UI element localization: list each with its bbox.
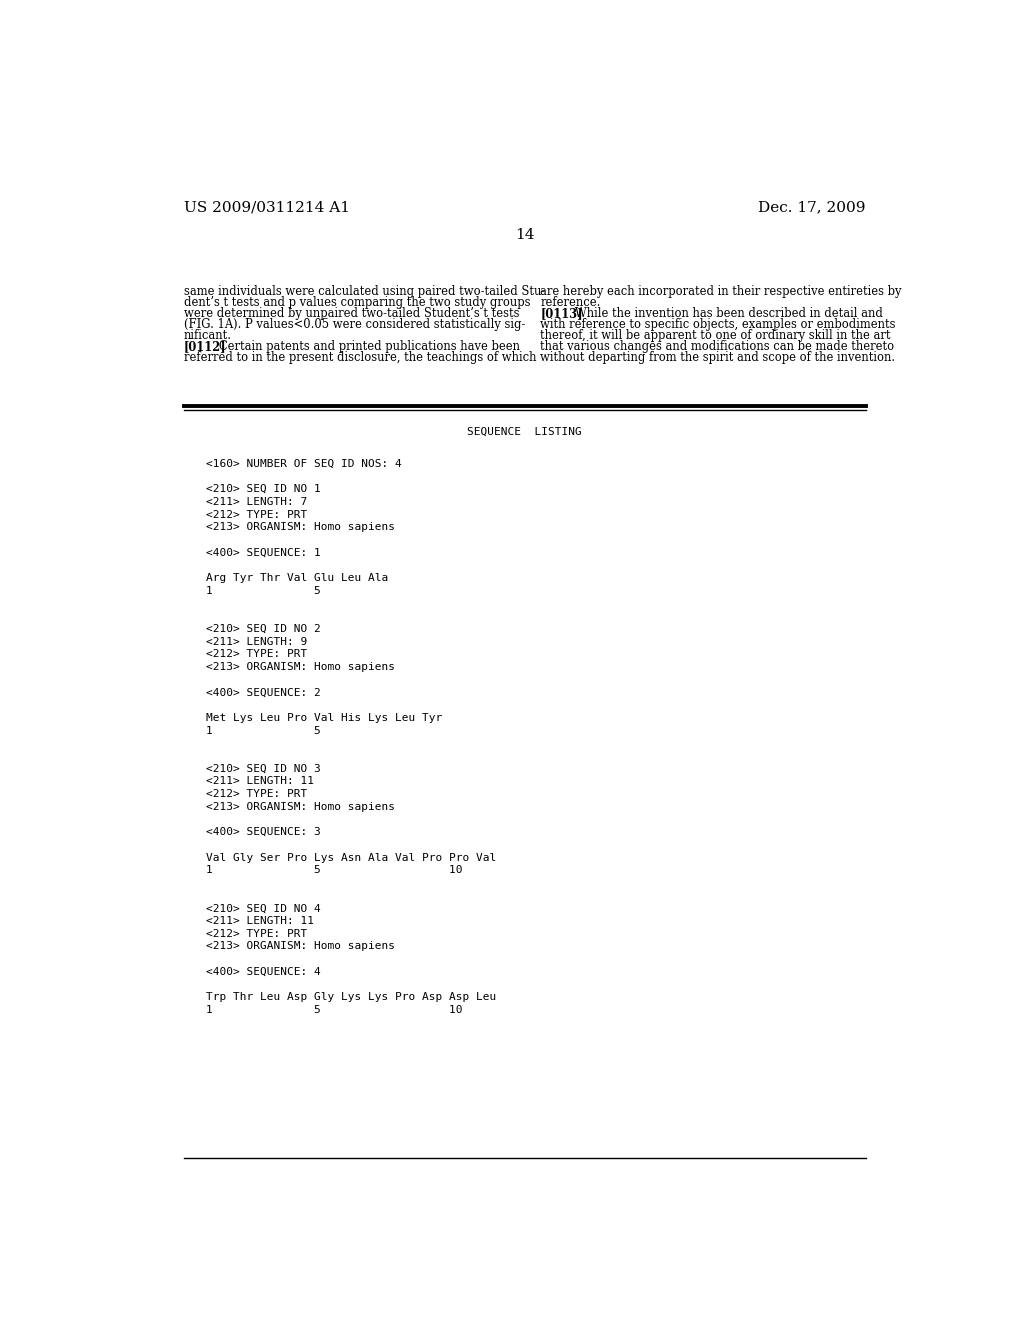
- Text: <211> LENGTH: 11: <211> LENGTH: 11: [206, 776, 313, 787]
- Text: <213> ORGANISM: Homo sapiens: <213> ORGANISM: Homo sapiens: [206, 523, 394, 532]
- Text: [0112]: [0112]: [183, 341, 226, 354]
- Text: (FIG. 1A). P values<0.05 were considered statistically sig-: (FIG. 1A). P values<0.05 were considered…: [183, 318, 525, 331]
- Text: <160> NUMBER OF SEQ ID NOS: 4: <160> NUMBER OF SEQ ID NOS: 4: [206, 459, 401, 469]
- Text: <400> SEQUENCE: 4: <400> SEQUENCE: 4: [206, 966, 321, 977]
- Text: nificant.: nificant.: [183, 329, 231, 342]
- Text: reference.: reference.: [541, 297, 601, 309]
- Text: Val Gly Ser Pro Lys Asn Ala Val Pro Pro Val: Val Gly Ser Pro Lys Asn Ala Val Pro Pro …: [206, 853, 496, 862]
- Text: same individuals were calculated using paired two-tailed Stu-: same individuals were calculated using p…: [183, 285, 545, 298]
- Text: were determined by unpaired two-tailed Student’s t tests: were determined by unpaired two-tailed S…: [183, 308, 519, 321]
- Text: 14: 14: [515, 227, 535, 242]
- Text: <212> TYPE: PRT: <212> TYPE: PRT: [206, 789, 307, 799]
- Text: <400> SEQUENCE: 2: <400> SEQUENCE: 2: [206, 688, 321, 697]
- Text: <212> TYPE: PRT: <212> TYPE: PRT: [206, 649, 307, 659]
- Text: 1               5                   10: 1 5 10: [206, 866, 462, 875]
- Text: <213> ORGANISM: Homo sapiens: <213> ORGANISM: Homo sapiens: [206, 941, 394, 952]
- Text: referred to in the present disclosure, the teachings of which: referred to in the present disclosure, t…: [183, 351, 537, 364]
- Text: <400> SEQUENCE: 3: <400> SEQUENCE: 3: [206, 828, 321, 837]
- Text: with reference to specific objects, examples or embodiments: with reference to specific objects, exam…: [541, 318, 896, 331]
- Text: are hereby each incorporated in their respective entireties by: are hereby each incorporated in their re…: [541, 285, 902, 298]
- Text: Arg Tyr Thr Val Glu Leu Ala: Arg Tyr Thr Val Glu Leu Ala: [206, 573, 388, 583]
- Text: <210> SEQ ID NO 2: <210> SEQ ID NO 2: [206, 624, 321, 634]
- Text: SEQUENCE  LISTING: SEQUENCE LISTING: [467, 426, 583, 437]
- Text: <210> SEQ ID NO 3: <210> SEQ ID NO 3: [206, 763, 321, 774]
- Text: <211> LENGTH: 11: <211> LENGTH: 11: [206, 916, 313, 927]
- Text: dent’s t tests and p values comparing the two study groups: dent’s t tests and p values comparing th…: [183, 297, 530, 309]
- Text: US 2009/0311214 A1: US 2009/0311214 A1: [183, 201, 350, 215]
- Text: that various changes and modifications can be made thereto: that various changes and modifications c…: [541, 341, 894, 354]
- Text: <213> ORGANISM: Homo sapiens: <213> ORGANISM: Homo sapiens: [206, 801, 394, 812]
- Text: Dec. 17, 2009: Dec. 17, 2009: [759, 201, 866, 215]
- Text: without departing from the spirit and scope of the invention.: without departing from the spirit and sc…: [541, 351, 895, 364]
- Text: While the invention has been described in detail and: While the invention has been described i…: [564, 308, 883, 321]
- Text: thereof, it will be apparent to one of ordinary skill in the art: thereof, it will be apparent to one of o…: [541, 329, 891, 342]
- Text: <210> SEQ ID NO 4: <210> SEQ ID NO 4: [206, 903, 321, 913]
- Text: <400> SEQUENCE: 1: <400> SEQUENCE: 1: [206, 548, 321, 557]
- Text: <212> TYPE: PRT: <212> TYPE: PRT: [206, 929, 307, 939]
- Text: 1               5: 1 5: [206, 726, 321, 735]
- Text: <211> LENGTH: 9: <211> LENGTH: 9: [206, 636, 307, 647]
- Text: <211> LENGTH: 7: <211> LENGTH: 7: [206, 496, 307, 507]
- Text: Certain patents and printed publications have been: Certain patents and printed publications…: [208, 341, 520, 354]
- Text: [0113]: [0113]: [541, 308, 583, 321]
- Text: 1               5: 1 5: [206, 586, 321, 595]
- Text: Met Lys Leu Pro Val His Lys Leu Tyr: Met Lys Leu Pro Val His Lys Leu Tyr: [206, 713, 441, 723]
- Text: <212> TYPE: PRT: <212> TYPE: PRT: [206, 510, 307, 520]
- Text: <210> SEQ ID NO 1: <210> SEQ ID NO 1: [206, 484, 321, 494]
- Text: 1               5                   10: 1 5 10: [206, 1005, 462, 1015]
- Text: Trp Thr Leu Asp Gly Lys Lys Pro Asp Asp Leu: Trp Thr Leu Asp Gly Lys Lys Pro Asp Asp …: [206, 993, 496, 1002]
- Text: <213> ORGANISM: Homo sapiens: <213> ORGANISM: Homo sapiens: [206, 663, 394, 672]
